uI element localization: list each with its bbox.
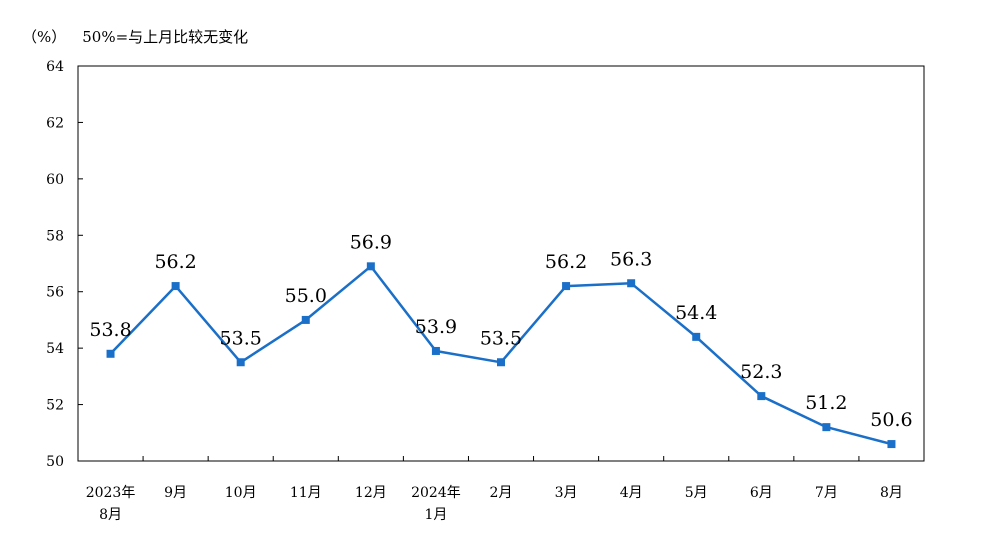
data-label: 56.2 [154,251,196,273]
data-point [301,315,310,324]
data-label: 53.5 [220,327,262,349]
data-point [106,349,115,358]
unit-label: （%） [22,28,67,46]
x-axis: 2023年 8月 9月 10月 11月 12月 2024年 1月 2月 3月 4月 5月 6月 7月 8月 [86,456,903,523]
data-label: 52.3 [740,361,782,383]
x-tick-label: 5月 [685,485,708,501]
data-point [822,423,831,432]
y-tick-label: 54 [46,341,64,357]
x-tick-label: 11月 [290,485,322,501]
data-label: 53.9 [415,316,457,338]
data-label: 56.2 [545,251,587,273]
data-label: 56.9 [350,231,392,253]
data-label: 51.2 [805,392,847,414]
data-point [497,358,505,367]
plot-area-frame [77,65,925,462]
y-tick-label: 56 [46,285,64,301]
y-tick-label: 60 [46,172,64,188]
series-layer [106,262,896,449]
series-line [109,265,892,446]
y-tick-label: 62 [46,115,64,131]
x-tick-label: 2月 [490,485,513,501]
x-tick-label: 9月 [164,485,187,501]
x-tick-label: 4月 [620,485,643,501]
data-label-layer: 53.8 56.2 53.5 55.0 56.9 53.9 53.5 56.2 56.3 54.4… [89,231,912,431]
data-point [236,358,245,367]
y-axis: 50 52 54 56 58 60 62 64 [46,59,83,470]
data-label: 53.8 [89,319,131,341]
y-tick-label: 64 [46,59,64,75]
data-point [366,262,375,271]
x-tick-label: 1月 [424,507,447,523]
y-tick-label: 50 [46,454,64,470]
data-label: 53.5 [480,327,522,349]
baseline-note: 50%=与上月比较无变化 [82,28,249,46]
x-tick-label: 2023年 [86,485,136,501]
data-point [757,392,766,401]
x-tick-label: 3月 [555,485,578,501]
x-tick-label: 12月 [355,485,387,501]
x-tick-label: 6月 [750,485,773,501]
data-point [171,282,180,291]
x-tick-label: 10月 [225,485,257,501]
x-tick-label: 8月 [880,485,903,501]
chart-header: （%） 50%=与上月比较无变化 [22,26,264,47]
y-tick-label: 58 [46,228,64,244]
data-point [627,279,636,288]
y-tick-label: 52 [46,398,64,414]
x-tick-label: 8月 [99,507,122,523]
data-label: 56.3 [610,248,652,270]
data-label: 54.4 [675,302,717,324]
data-point [887,440,896,449]
data-label: 50.6 [870,409,912,431]
data-label: 55.0 [285,285,327,307]
x-tick-label: 7月 [815,485,838,501]
data-point [692,332,701,341]
data-point [431,346,440,355]
x-tick-label: 2024年 [411,485,461,501]
data-point [562,282,571,291]
